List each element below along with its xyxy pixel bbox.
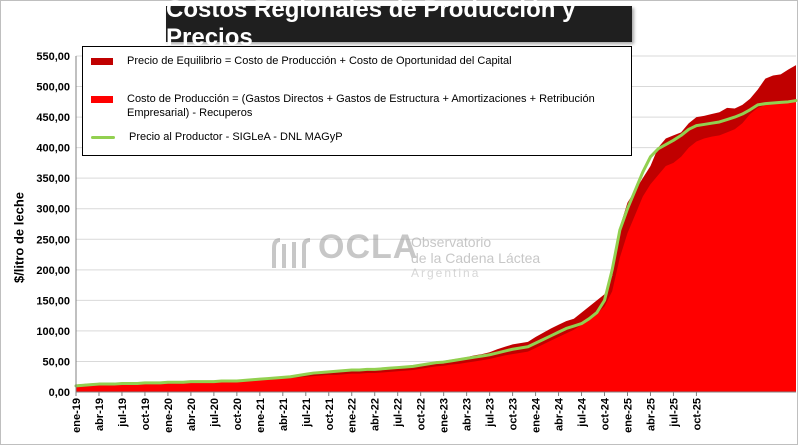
x-tick-label: oct-25	[691, 398, 703, 430]
x-tick-label: oct-24	[600, 397, 612, 430]
watermark-line-1: Observatorio	[411, 234, 492, 250]
chart-title: Costos Regionales de Producción y Precio…	[166, 0, 632, 51]
x-tick-label: ene-19	[71, 398, 83, 433]
y-tick-label: 150,00	[36, 295, 70, 307]
legend-item-precio: Precio al Productor - SIGLeA - DNL MAGyP	[91, 130, 619, 144]
y-tick-label: 0,00	[49, 387, 70, 399]
y-tick-label: 200,00	[36, 265, 70, 277]
y-tick-label: 450,00	[36, 112, 70, 124]
legend-swatch-precio	[91, 136, 115, 139]
x-tick-label: jul-25	[668, 398, 680, 428]
y-tick-label: 550,00	[36, 51, 70, 63]
x-tick-label: jul-20	[209, 398, 221, 428]
watermark-line-3: Argentina	[411, 266, 481, 280]
legend: Precio de Equilibrio = Costo de Producci…	[82, 46, 632, 156]
series-area-costo	[76, 99, 796, 393]
y-tick-label: 100,00	[36, 326, 70, 338]
legend-label-equilibrio: Precio de Equilibrio = Costo de Producci…	[127, 55, 512, 67]
legend-label-precio: Precio al Productor - SIGLeA - DNL MAGyP	[129, 131, 343, 143]
y-tick-label: 500,00	[36, 82, 70, 94]
x-tick-label: jul-19	[117, 398, 129, 428]
axis-layer	[75, 56, 796, 396]
y-tick-label: 250,00	[36, 234, 70, 246]
x-tick-label: abr-22	[370, 398, 382, 431]
legend-label-costo: Costo de Producción = (Gastos Directos +…	[127, 93, 595, 119]
x-tick-label: jul-21	[301, 398, 313, 428]
x-tick-labels: ene-19 abr-19 jul-19 oct-19 ene-20 abr-20 jul-…	[71, 397, 703, 433]
x-tick-label: oct-23	[508, 398, 520, 430]
y-tick-label: 50,00	[42, 356, 70, 368]
x-tick-label: jul-23	[485, 398, 497, 428]
ocla-logo-icon	[272, 238, 311, 268]
x-tick-label: abr-21	[278, 398, 290, 431]
legend-item-costo: Costo de Producción = (Gastos Directos +…	[91, 92, 617, 120]
area-layer	[74, 65, 798, 393]
x-tick-label: jul-24	[577, 397, 589, 428]
x-tick-label: abr-19	[94, 398, 106, 431]
watermark-brand: OCLA	[318, 228, 419, 266]
x-tick-label: oct-21	[324, 398, 336, 430]
x-tick-label: jul-22	[393, 398, 405, 428]
x-tick-label: ene-21	[255, 398, 267, 433]
series-line-precio	[74, 99, 798, 388]
y-tick-label: 300,00	[36, 204, 70, 216]
x-tick-label: oct-20	[232, 398, 244, 430]
x-tick-label: abr-20	[186, 398, 198, 431]
y-tick-label: 350,00	[36, 173, 70, 185]
y-tick-label: 400,00	[36, 143, 70, 155]
legend-swatch-equilibrio	[91, 58, 113, 65]
watermark-line-2: de la Cadena Láctea	[411, 250, 541, 266]
legend-item-equilibrio: Precio de Equilibrio = Costo de Producci…	[91, 54, 617, 68]
x-tick-label: oct-22	[416, 398, 428, 430]
x-tick-label: ene-24	[531, 397, 543, 433]
x-tick-label: oct-19	[140, 398, 152, 430]
x-tick-label: abr-24	[554, 397, 566, 431]
x-tick-label: ene-25	[622, 398, 634, 433]
legend-swatch-costo	[91, 96, 113, 103]
x-tick-label: ene-23	[439, 398, 451, 433]
y-tick-labels: 0,00 50,00 100,00 150,00 200,00 250,00 300,00 3…	[36, 51, 70, 399]
x-tick-label: ene-20	[163, 398, 175, 433]
x-tick-label: abr-25	[645, 398, 657, 431]
watermark: OCLA Observatorio de la Cadena Láctea Ar…	[268, 228, 548, 288]
x-tick-label: ene-22	[347, 398, 359, 433]
y-axis-label: $/litro de leche	[11, 191, 27, 284]
x-tick-label: abr-23	[462, 398, 474, 431]
